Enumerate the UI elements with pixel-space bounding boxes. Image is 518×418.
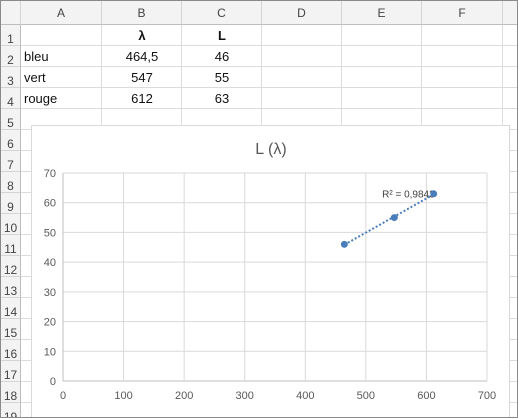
x-tick-label: 0	[60, 390, 66, 402]
row-header-19[interactable]: 19	[1, 403, 21, 417]
cell-a2[interactable]: bleu	[24, 49, 49, 64]
row-header-1[interactable]: 1	[1, 25, 21, 46]
column-header[interactable]	[503, 1, 517, 25]
data-point	[430, 190, 438, 198]
select-all-corner[interactable]	[1, 1, 21, 25]
column-header-c[interactable]: C	[182, 1, 262, 25]
row-header-2[interactable]: 2	[1, 46, 21, 67]
row-gridline	[21, 108, 517, 109]
y-tick-label: 60	[44, 198, 56, 210]
trendline-r2-label: R² = 0,9843	[382, 189, 435, 200]
cell-b2[interactable]: 464,5	[125, 49, 159, 64]
row-header-8[interactable]: 8	[1, 172, 21, 193]
y-tick-label: 0	[50, 376, 56, 388]
column-header-e[interactable]: E	[342, 1, 422, 25]
column-header-f[interactable]: F	[422, 1, 503, 25]
row-header-3[interactable]: 3	[1, 67, 21, 88]
cell-b4[interactable]: 612	[131, 91, 153, 106]
y-tick-label: 70	[44, 168, 56, 180]
y-tick-label: 10	[44, 346, 56, 358]
trendline	[343, 193, 435, 246]
x-tick-label: 300	[236, 390, 254, 402]
cell-c3[interactable]: 55	[214, 70, 230, 85]
chart-object[interactable]: L (λ) 0 10 20 30 40 50 60 70 0 100 200 300 400 500 600…	[31, 125, 510, 417]
x-tick-label: 200	[175, 390, 193, 402]
data-point	[340, 240, 348, 248]
row-header-18[interactable]: 18	[1, 382, 21, 403]
y-tick-label: 30	[44, 287, 56, 299]
row-header-17[interactable]: 17	[1, 361, 21, 382]
column-header-d[interactable]: D	[262, 1, 342, 25]
x-tick-label: 700	[478, 390, 496, 402]
y-tick-label: 50	[44, 227, 56, 239]
cell-a4[interactable]: rouge	[24, 91, 58, 106]
cell-c4[interactable]: 63	[214, 91, 230, 106]
cell-c1[interactable]: L	[218, 28, 226, 43]
row-header-6[interactable]: 6	[1, 130, 21, 151]
cell-c2[interactable]: 46	[214, 49, 230, 64]
x-tick-label: 500	[357, 390, 375, 402]
x-tick-label: 400	[296, 390, 314, 402]
x-tick-label: 600	[417, 390, 435, 402]
row-gridline	[21, 66, 517, 67]
column-header-b[interactable]: B	[102, 1, 182, 25]
row-gridline	[21, 45, 517, 46]
chart-title: L (λ)	[255, 141, 286, 158]
column-header-a[interactable]: A	[21, 1, 102, 25]
row-header-11[interactable]: 11	[1, 235, 21, 256]
row-header-13[interactable]: 13	[1, 277, 21, 298]
cell-a3[interactable]: vert	[24, 70, 46, 85]
row-header-9[interactable]: 9	[1, 193, 21, 214]
x-tick-label: 100	[114, 390, 132, 402]
row-header-12[interactable]: 12	[1, 256, 21, 277]
cell-b1[interactable]: λ	[138, 28, 146, 43]
cell-b3[interactable]: 547	[131, 70, 153, 85]
row-header-5[interactable]: 5	[1, 109, 21, 130]
row-header-10[interactable]: 10	[1, 214, 21, 235]
row-header-7[interactable]: 7	[1, 151, 21, 172]
row-header-16[interactable]: 16	[1, 340, 21, 361]
row-header-15[interactable]: 15	[1, 319, 21, 340]
row-gridline	[21, 87, 517, 88]
row-header-14[interactable]: 14	[1, 298, 21, 319]
data-point	[390, 214, 398, 222]
y-tick-label: 20	[44, 317, 56, 329]
y-tick-label: 40	[44, 257, 56, 269]
row-header-4[interactable]: 4	[1, 88, 21, 109]
